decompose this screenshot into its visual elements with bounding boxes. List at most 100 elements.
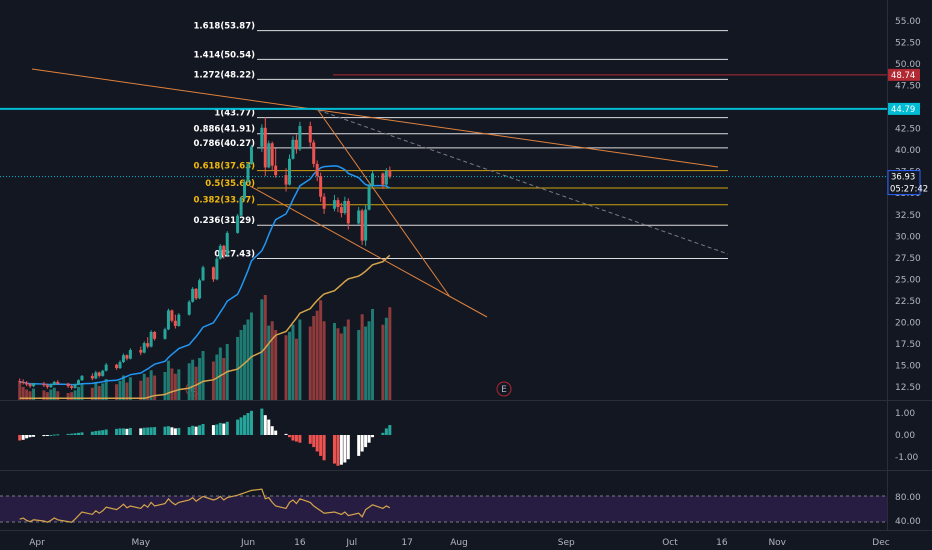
volume-bar xyxy=(90,387,94,400)
oscillator-bar xyxy=(115,428,119,435)
axes: 55.0052.5050.0047.5045.0042.5040.0037.50… xyxy=(29,17,921,548)
price-tick-label: 17.50 xyxy=(895,340,921,350)
volume-bar xyxy=(94,382,98,400)
candle-body xyxy=(28,384,32,387)
oscillator-bar xyxy=(246,413,250,435)
volume-bar xyxy=(45,392,49,400)
oscillator-bar xyxy=(381,432,385,435)
candle-body xyxy=(346,200,350,224)
oscillator-bar xyxy=(173,428,177,435)
volume-bar xyxy=(104,379,108,400)
candle-body xyxy=(142,343,146,353)
last-price-tag: 36.93 xyxy=(891,173,915,183)
volume-bar xyxy=(149,370,153,400)
oscillator-bar xyxy=(288,435,292,438)
volume-bar xyxy=(187,363,191,400)
candle-body xyxy=(270,143,274,166)
candle-body xyxy=(73,384,77,388)
candle-body xyxy=(246,163,250,183)
volume-bar xyxy=(357,330,361,400)
price-tick-label: 30.00 xyxy=(895,232,921,242)
oscillator-bar xyxy=(260,408,264,435)
oscillator-bar xyxy=(104,429,108,435)
last-price-tag-bg xyxy=(887,170,921,196)
price-tick-label: 40.00 xyxy=(895,146,921,156)
fibonacci-retracement[interactable]: 1.618(53.87) 1.414(50.54) 1.272(48.22) 1(43… xyxy=(193,22,728,260)
volume-bar xyxy=(381,324,385,400)
volume-bar xyxy=(25,389,29,400)
countdown-tag: 05:27:42 xyxy=(890,185,928,195)
candle-body xyxy=(18,381,22,383)
oscillator-tick-label: -1.00 xyxy=(895,453,919,463)
candle-body xyxy=(371,173,375,187)
price-tick-label: 55.00 xyxy=(895,17,921,27)
candle-body xyxy=(149,331,153,347)
volume-bar xyxy=(322,321,326,400)
volume-bar xyxy=(177,369,181,400)
fib-level-label: 1(43.77) xyxy=(214,109,255,119)
oscillator-bar xyxy=(153,427,157,435)
volume-bar xyxy=(142,373,146,400)
candle-body xyxy=(364,209,368,241)
oscillator-bar xyxy=(56,434,60,436)
oscillator-bar xyxy=(357,435,361,456)
candle-body xyxy=(115,364,119,369)
oscillator-bar xyxy=(371,435,375,438)
descending-trendline xyxy=(31,68,719,168)
oscillator-bar xyxy=(201,424,205,435)
oscillator-bar xyxy=(149,427,153,435)
earnings-event-marker xyxy=(496,381,512,397)
candle-body xyxy=(236,215,240,233)
oscillator-bar xyxy=(121,428,125,435)
volume-bar xyxy=(28,391,32,400)
candle-body xyxy=(384,170,388,185)
oscillator-bar xyxy=(166,426,170,435)
earnings-event-label: E xyxy=(501,385,507,395)
time-tick-label: Aug xyxy=(450,538,468,548)
candle-body xyxy=(80,375,84,381)
candle-body xyxy=(191,288,195,302)
volume-bar xyxy=(371,309,375,400)
fib-level-label: 0.5(35.60) xyxy=(205,179,255,189)
oscillator-bar xyxy=(322,435,326,461)
candle-body xyxy=(21,381,25,383)
volume-bar xyxy=(97,386,101,400)
volume-bar xyxy=(80,384,84,400)
candle-body xyxy=(263,127,267,168)
red-level-tag-bg xyxy=(888,68,920,81)
oscillator-bar xyxy=(308,435,312,444)
oscillator-bar xyxy=(236,419,240,435)
candle-body xyxy=(77,380,81,385)
time-tick-label: Dec xyxy=(872,538,889,548)
rsi-tick-label: 80.00 xyxy=(895,493,921,503)
oscillator-bar xyxy=(187,427,191,435)
candle-body xyxy=(187,301,191,315)
oscillator-bar xyxy=(146,427,150,435)
volume-bar xyxy=(191,359,195,400)
oscillator-bar xyxy=(139,428,143,435)
oscillator-bar xyxy=(267,419,271,435)
volume-bar xyxy=(388,307,392,400)
candle-body xyxy=(357,210,361,224)
price-tick-label: 32.50 xyxy=(895,211,921,221)
time-tick-label: 17 xyxy=(401,538,412,548)
oscillator-tick-label: 1.00 xyxy=(895,409,915,419)
oscillator-bar xyxy=(163,426,167,435)
projection-dashed-line xyxy=(317,109,729,255)
volume-bar xyxy=(198,358,202,400)
fib-level-label: 1.272(48.22) xyxy=(193,70,255,80)
volume-bar xyxy=(336,328,340,400)
oscillator-bar xyxy=(291,435,295,441)
oscillator-bar xyxy=(298,435,302,443)
volume-bar xyxy=(343,326,347,400)
oscillator-bar xyxy=(101,430,105,435)
grid xyxy=(0,0,932,531)
candle-body xyxy=(218,245,222,259)
price-tick-label: 22.50 xyxy=(895,297,921,307)
volume-bar xyxy=(153,375,157,400)
volume-bar xyxy=(291,324,295,400)
candle-body xyxy=(211,267,215,280)
volume-bar xyxy=(125,382,129,400)
volume-bar xyxy=(146,377,150,400)
